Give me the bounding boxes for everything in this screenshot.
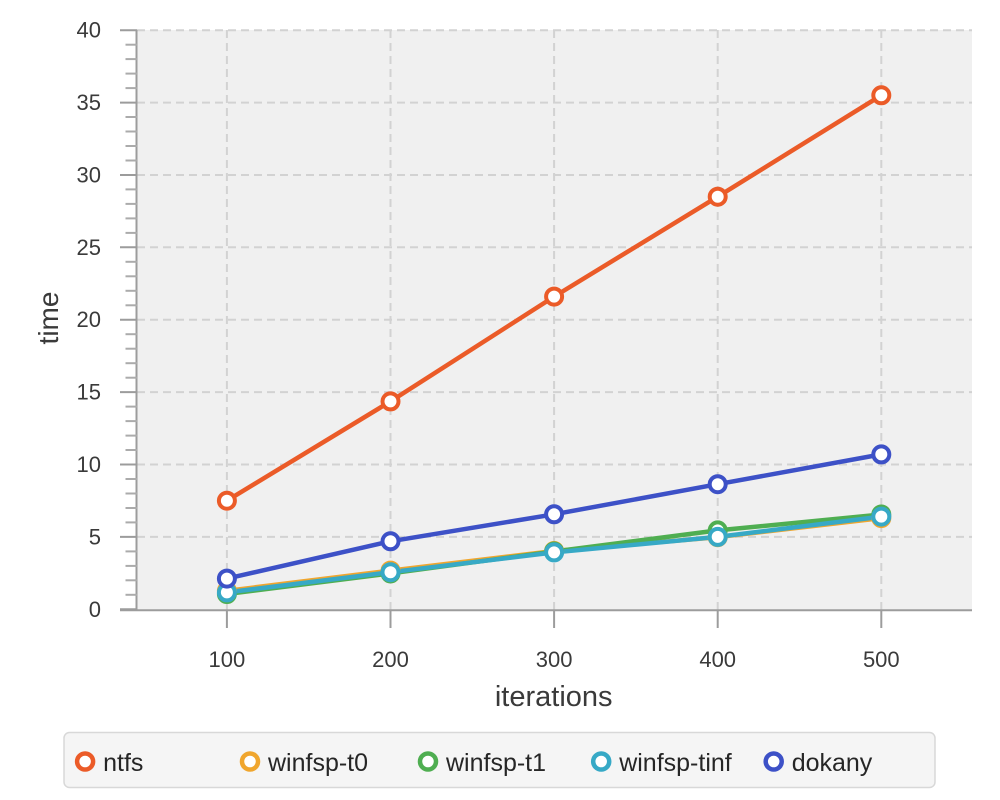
svg-text:100: 100 (209, 647, 246, 672)
svg-text:winfsp-t0: winfsp-t0 (267, 749, 368, 777)
svg-text:winfsp-tinf: winfsp-tinf (618, 749, 732, 777)
svg-text:500: 500 (863, 647, 900, 672)
svg-text:dokany: dokany (792, 749, 873, 777)
svg-text:300: 300 (536, 647, 573, 672)
svg-text:ntfs: ntfs (103, 749, 143, 777)
svg-text:20: 20 (77, 307, 101, 332)
svg-text:iterations: iterations (495, 681, 613, 713)
svg-text:10: 10 (77, 452, 101, 477)
svg-text:40: 40 (77, 18, 101, 43)
svg-text:400: 400 (699, 647, 736, 672)
svg-text:time: time (33, 292, 64, 345)
svg-text:0: 0 (89, 597, 101, 622)
svg-text:200: 200 (372, 647, 409, 672)
svg-text:5: 5 (89, 524, 101, 549)
svg-text:winfsp-t1: winfsp-t1 (445, 749, 546, 777)
svg-text:35: 35 (77, 90, 101, 115)
svg-text:30: 30 (77, 163, 101, 188)
svg-text:15: 15 (77, 380, 101, 405)
svg-text:25: 25 (77, 235, 101, 260)
